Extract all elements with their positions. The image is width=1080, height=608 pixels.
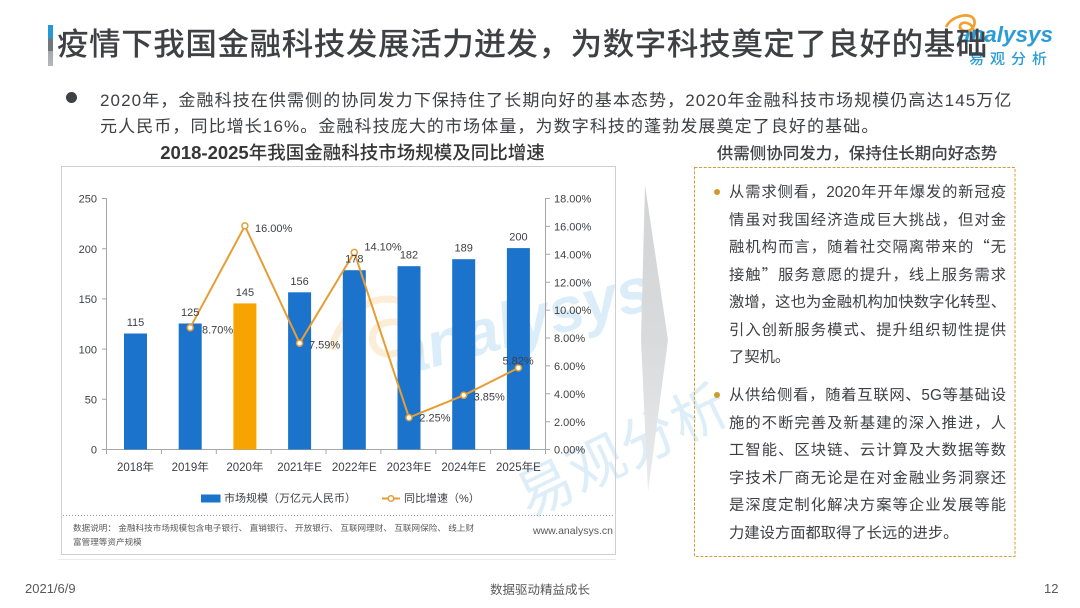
svg-text:2018年: 2018年 [117, 459, 154, 475]
svg-text:2.25%: 2.25% [419, 410, 450, 426]
svg-text:2024年E: 2024年E [441, 459, 486, 475]
svg-text:18.00%: 18.00% [554, 191, 592, 207]
svg-text:8.00%: 8.00% [554, 330, 585, 346]
svg-text:5.82%: 5.82% [503, 353, 534, 369]
svg-text:200: 200 [509, 229, 527, 245]
svg-text:2020年: 2020年 [226, 459, 263, 475]
svg-text:100: 100 [79, 341, 97, 357]
svg-text:4.00%: 4.00% [554, 386, 585, 402]
svg-text:16.00%: 16.00% [255, 220, 293, 236]
svg-text:易观分析: 易观分析 [969, 48, 1053, 69]
svg-text:50: 50 [85, 392, 97, 408]
svg-text:同比增速（%）: 同比增速（%） [404, 490, 480, 506]
svg-text:16.00%: 16.00% [554, 219, 592, 235]
svg-text:250: 250 [79, 191, 97, 207]
svg-text:2023年E: 2023年E [387, 459, 432, 475]
svg-text:市场规模（万亿元人民币）: 市场规模（万亿元人民币） [224, 490, 356, 506]
svg-text:156: 156 [290, 273, 308, 289]
svg-text:10.00%: 10.00% [554, 302, 592, 318]
svg-text:8.70%: 8.70% [202, 322, 233, 338]
svg-text:2019年: 2019年 [172, 459, 209, 475]
svg-text:14.10%: 14.10% [364, 239, 402, 255]
svg-text:0: 0 [91, 442, 97, 458]
svg-text:150: 150 [79, 291, 97, 307]
svg-text:115: 115 [127, 314, 145, 330]
svg-text:7.59%: 7.59% [309, 337, 340, 353]
svg-text:2025年E: 2025年E [496, 459, 541, 475]
svg-text:182: 182 [400, 247, 418, 263]
svg-text:2.00%: 2.00% [554, 414, 585, 430]
svg-text:125: 125 [181, 304, 199, 320]
svg-text:2022年E: 2022年E [332, 459, 377, 475]
svg-text:178: 178 [345, 251, 363, 267]
svg-text:2021年E: 2021年E [277, 459, 322, 475]
svg-text:3.85%: 3.85% [474, 389, 505, 405]
svg-text:6.00%: 6.00% [554, 358, 585, 374]
svg-text:14.00%: 14.00% [554, 246, 592, 262]
svg-text:12.00%: 12.00% [554, 274, 592, 290]
svg-text:200: 200 [79, 241, 97, 257]
svg-text:189: 189 [455, 240, 473, 256]
svg-text:0.00%: 0.00% [554, 442, 585, 458]
svg-text:145: 145 [236, 284, 254, 300]
svg-text:analysys: analysys [958, 17, 1053, 49]
